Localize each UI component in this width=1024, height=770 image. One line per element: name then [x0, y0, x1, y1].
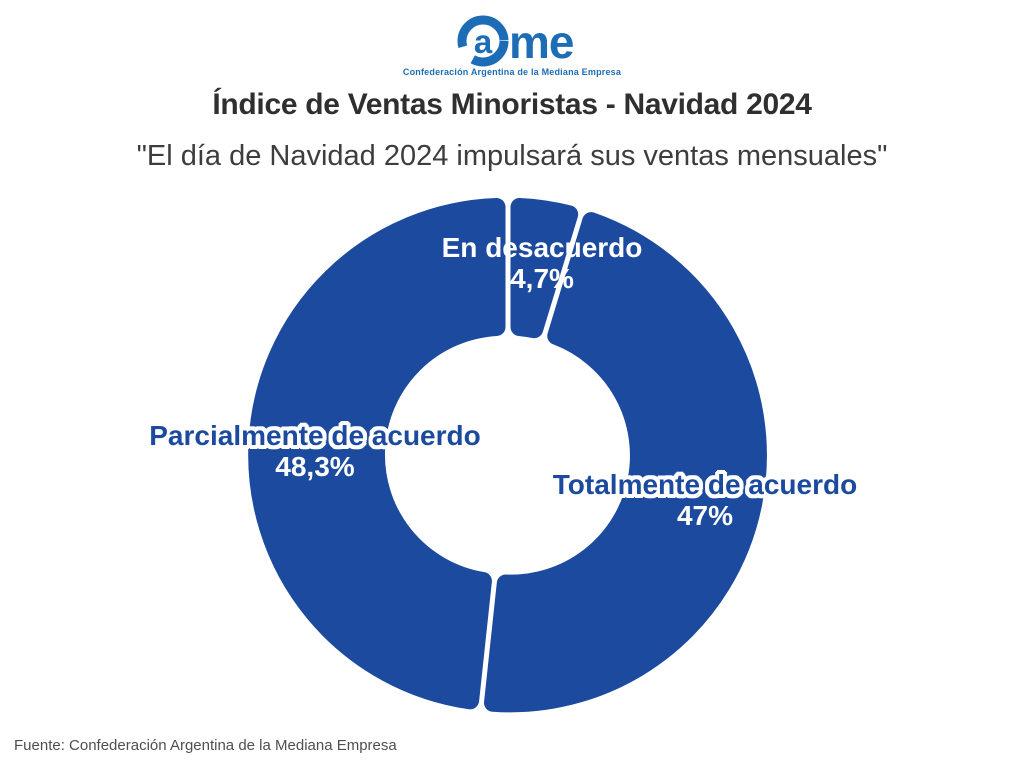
came-logo-letters-me: me — [509, 16, 574, 67]
segment-label-parcialmente: Parcialmente de acuerdo 48,3% — [149, 420, 481, 483]
segment-name: Parcialmente de acuerdo — [149, 420, 481, 452]
came-logo: a me — [457, 15, 575, 67]
came-logo-c-icon — [457, 15, 509, 67]
segment-value: 4,7% — [510, 263, 574, 294]
chart-title: Índice de Ventas Minoristas - Navidad 20… — [212, 88, 812, 121]
donut-segment-2 — [248, 198, 506, 710]
donut-segment-0 — [510, 198, 579, 339]
donut-segment-1 — [483, 212, 767, 713]
source-note: Fuente: Confederación Argentina de la Me… — [14, 737, 397, 754]
segment-label-totalmente: Totalmente de acuerdo 47% — [552, 469, 858, 532]
segment-name: Totalmente de acuerdo — [552, 469, 858, 501]
segment-label-en-desacuerdo: En desacuerdo 4,7% — [441, 232, 643, 295]
segment-name: En desacuerdo — [441, 232, 643, 264]
chart-subtitle: "El día de Navidad 2024 impulsará sus ve… — [136, 140, 888, 172]
segment-value: 47% — [676, 500, 734, 531]
came-logo-tagline: Confederación Argentina de la Mediana Em… — [402, 67, 622, 77]
segment-value: 48,3% — [275, 451, 355, 482]
came-logo-letter-a: a — [474, 23, 493, 60]
